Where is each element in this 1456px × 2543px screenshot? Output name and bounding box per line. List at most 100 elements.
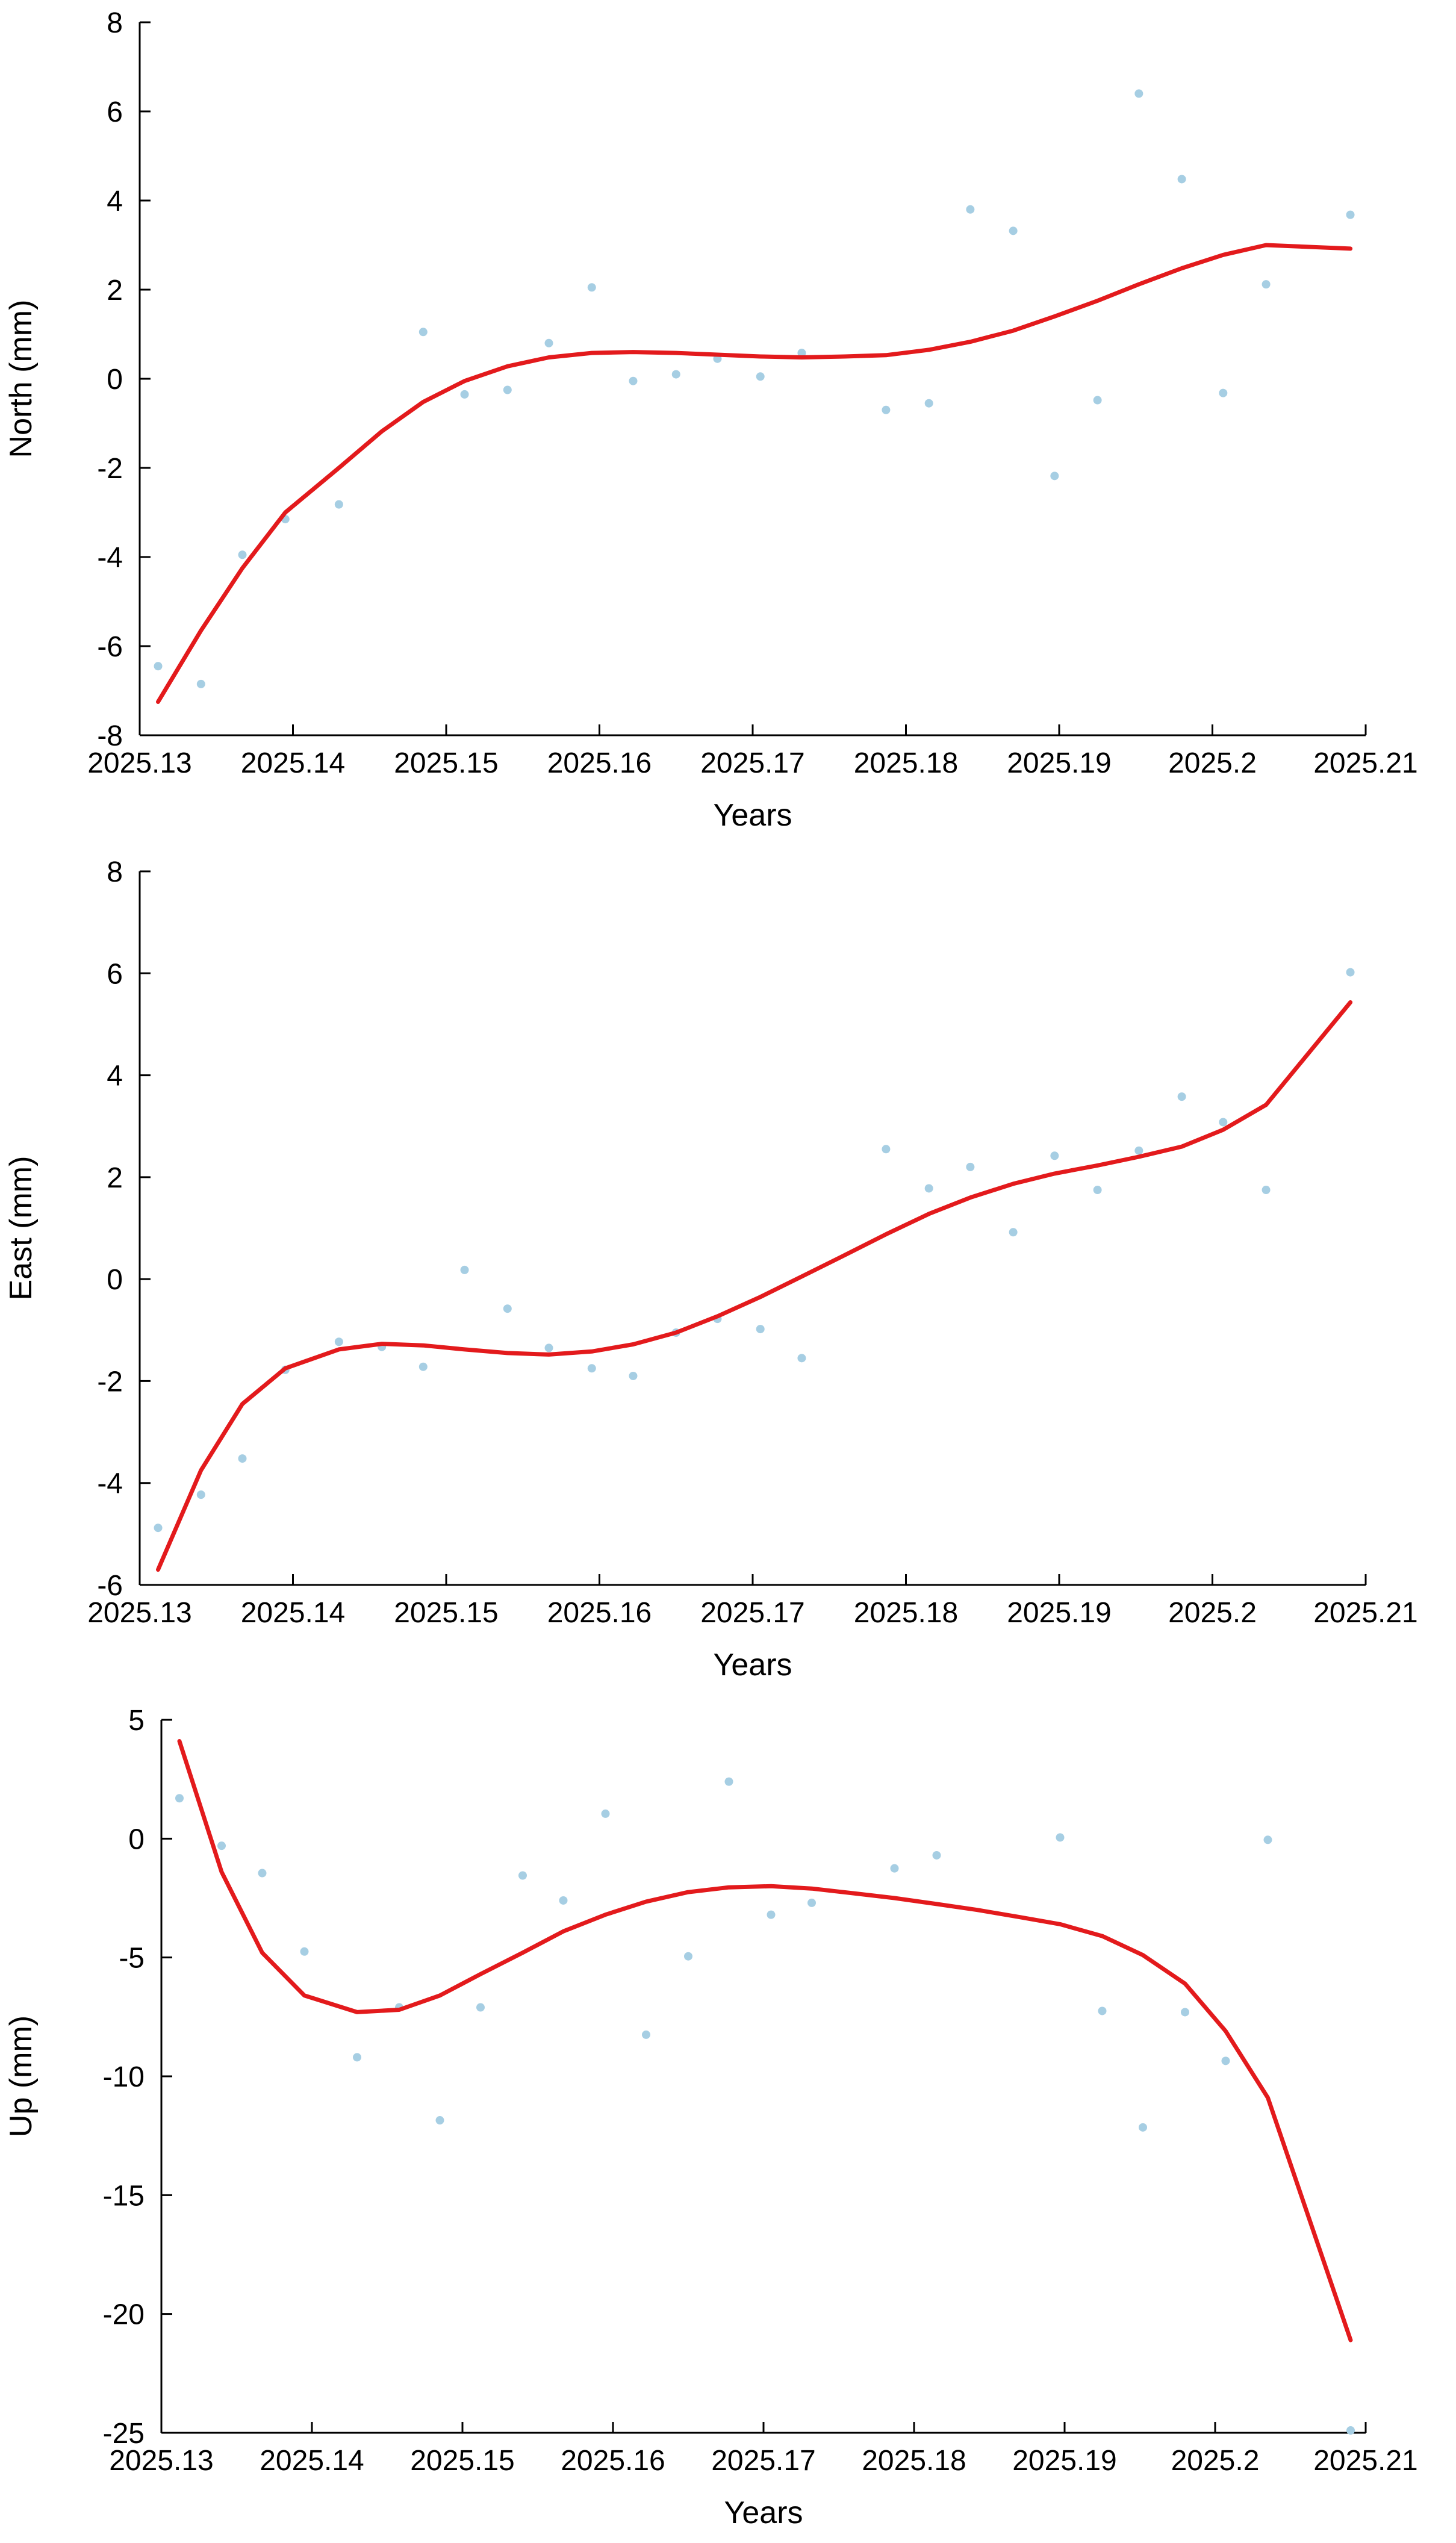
east-x-tick-label: 2025.18 — [854, 1597, 959, 1629]
up-data-point — [559, 1896, 568, 1905]
up-observations — [175, 1777, 1355, 2435]
north-data-point — [756, 372, 765, 381]
north-x-tick-label: 2025.18 — [854, 747, 959, 779]
east-data-point — [334, 1337, 343, 1346]
east-observations — [154, 968, 1355, 1533]
north-data-point — [966, 205, 975, 214]
north-y-tick-label: -4 — [97, 542, 123, 574]
north-x-tick-label: 2025.19 — [1007, 747, 1112, 779]
north-x-tick-label: 2025.14 — [241, 747, 346, 779]
east-data-point — [196, 1490, 205, 1499]
up-data-point — [932, 1850, 941, 1860]
east-data-point — [1219, 1118, 1228, 1127]
north-x-tick-label: 2025.17 — [700, 747, 805, 779]
north-data-point — [797, 349, 806, 358]
north-y-axis-label: North (mm) — [4, 300, 39, 458]
north-x-tick-label: 2025.16 — [547, 747, 652, 779]
up-x-tick-label: 2025.18 — [862, 2445, 966, 2477]
up-x-tick-label: 2025.17 — [711, 2445, 816, 2477]
up-data-point — [476, 2003, 485, 2012]
north-x-tick-label: 2025.15 — [394, 747, 499, 779]
east-x-tick-label: 2025.15 — [394, 1597, 499, 1629]
north-fit-line — [156, 243, 1353, 704]
east-y-tick-label: 2 — [107, 1162, 123, 1194]
east-x-tick-label: 2025.16 — [547, 1597, 652, 1629]
north-data-point — [544, 338, 553, 347]
east-data-point — [460, 1265, 469, 1274]
east-data-point — [544, 1343, 553, 1352]
east-y-tick-label: 4 — [107, 1060, 123, 1092]
north-data-point — [1134, 89, 1143, 98]
north-data-point — [503, 385, 512, 394]
north-data-point — [629, 376, 638, 385]
up-data-point — [1221, 2056, 1230, 2065]
east-y-tick-label: -4 — [97, 1468, 123, 1500]
east-y-axis-label: East (mm) — [4, 1156, 39, 1301]
up-data-point — [890, 1864, 899, 1873]
north-observations — [154, 89, 1355, 688]
up-data-point — [353, 2053, 361, 2062]
east-x-tick-label: 2025.19 — [1007, 1597, 1112, 1629]
east-data-point — [1009, 1228, 1018, 1237]
east-data-point — [756, 1325, 765, 1334]
up-x-tick-label: 2025.14 — [260, 2445, 364, 2477]
up-y-tick-label: 0 — [128, 1823, 145, 1855]
north-data-point — [1177, 175, 1186, 184]
up-data-point — [258, 1869, 267, 1878]
east-data-point — [882, 1145, 891, 1154]
up-y-tick-label: -10 — [103, 2061, 145, 2093]
east-data-point — [1134, 1146, 1143, 1155]
up-data-point — [807, 1898, 816, 1907]
east-y-tick-label: -6 — [97, 1570, 123, 1602]
north-y-tick-label: -2 — [97, 453, 123, 485]
north-data-point — [460, 390, 469, 399]
north-data-point — [1262, 280, 1271, 289]
north-data-point — [1219, 388, 1228, 397]
east-data-point — [1093, 1186, 1102, 1195]
north-data-point — [882, 405, 891, 414]
north-data-point — [196, 679, 205, 688]
east-data-point — [629, 1371, 638, 1380]
north-data-point — [1050, 472, 1059, 481]
east-x-tick-label: 2025.14 — [241, 1597, 346, 1629]
up-fit-line — [177, 1739, 1353, 2342]
north-x-tick-label: 2025.2 — [1168, 747, 1257, 779]
north-y-tick-label: 8 — [107, 7, 123, 39]
up-y-axis-label: Up (mm) — [4, 2015, 39, 2137]
east-panel: 2025.13 2025.14 2025.15 2025.16 2025.17 2025.… — [4, 856, 1418, 1682]
up-y-tick-label: -5 — [119, 1943, 145, 1975]
east-data-point — [587, 1364, 596, 1373]
up-data-point — [724, 1777, 733, 1786]
up-data-point — [435, 2116, 444, 2125]
up-data-point — [1181, 2008, 1189, 2017]
north-data-point — [1093, 396, 1102, 405]
east-y-tick-label: 8 — [107, 856, 123, 888]
up-data-point — [767, 1910, 776, 1919]
up-data-point — [1139, 2123, 1147, 2132]
north-x-axis-label: Years — [713, 798, 792, 833]
north-data-point — [587, 283, 596, 292]
up-data-point — [1056, 1833, 1065, 1842]
north-panel: 2025.13 2025.14 2025.15 2025.16 2025.17 2025.… — [4, 7, 1418, 833]
north-y-tick-label: 2 — [107, 275, 123, 307]
up-data-point — [642, 2030, 650, 2039]
east-data-point — [1346, 968, 1355, 977]
up-x-tick-label: 2025.19 — [1012, 2445, 1117, 2477]
up-data-point — [1263, 1835, 1272, 1844]
east-y-tick-label: -2 — [97, 1366, 123, 1398]
up-data-point — [1346, 2426, 1355, 2435]
up-x-tick-label: 2025.13 — [109, 2445, 214, 2477]
east-y-tick-label: 6 — [107, 958, 123, 990]
east-x-tick-label: 2025.21 — [1313, 1597, 1418, 1629]
east-data-point — [1050, 1151, 1059, 1160]
up-y-tick-label: -15 — [103, 2180, 145, 2212]
up-data-point — [175, 1794, 184, 1803]
east-x-tick-label: 2025.13 — [87, 1597, 192, 1629]
up-x-tick-label: 2025.21 — [1313, 2445, 1418, 2477]
east-data-point — [503, 1304, 512, 1313]
east-y-tick-label: 0 — [107, 1264, 123, 1296]
east-x-axis-label: Years — [713, 1648, 792, 1682]
north-data-point — [238, 550, 247, 559]
up-x-tick-label: 2025.16 — [561, 2445, 665, 2477]
